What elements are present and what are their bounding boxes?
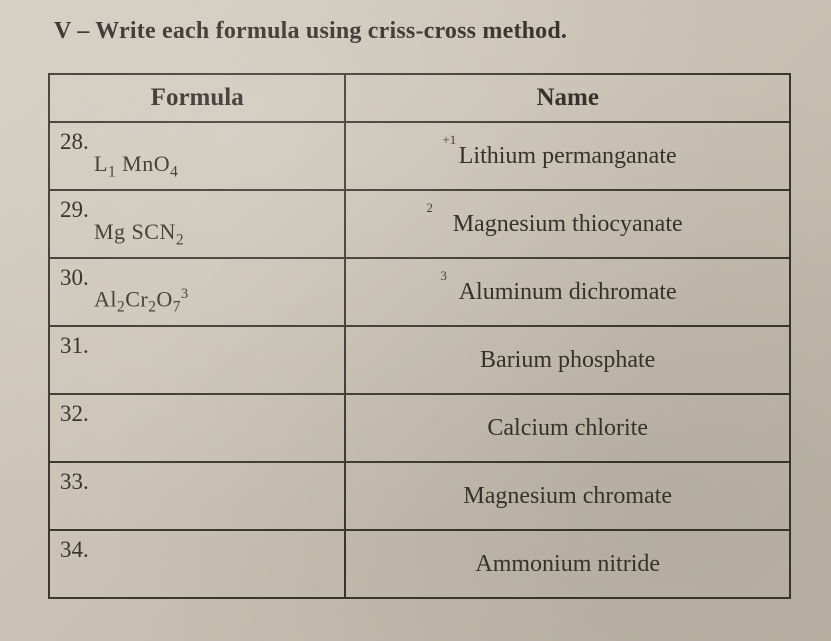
table-row: 32. Calcium chlorite bbox=[49, 394, 790, 462]
row-number: 31. bbox=[50, 327, 94, 359]
handwritten-formula: L1 MnO4 bbox=[94, 151, 178, 189]
table-header-row: Formula Name bbox=[49, 74, 790, 122]
footnote-marker: +1 bbox=[442, 132, 456, 148]
row-number: 29. bbox=[50, 191, 94, 223]
compound-name: Ammonium nitride bbox=[475, 551, 660, 578]
row-number: 33. bbox=[50, 463, 94, 495]
formula-cell: 34. bbox=[49, 530, 345, 598]
compound-name: Calcium chlorite bbox=[487, 415, 648, 442]
table-body: 28.L1 MnO4+1Lithium permanganate29.Mg SC… bbox=[49, 122, 790, 598]
row-number: 34. bbox=[50, 531, 94, 563]
table-row: 34. Ammonium nitride bbox=[49, 530, 790, 598]
table-row: 31. Barium phosphate bbox=[49, 326, 790, 394]
name-cell: Ammonium nitride bbox=[345, 530, 790, 598]
formula-cell: 32. bbox=[49, 394, 345, 462]
compound-name: Magnesium thiocyanate bbox=[453, 211, 683, 238]
name-cell: Magnesium chromate bbox=[345, 462, 790, 530]
formula-table: Formula Name 28.L1 MnO4+1Lithium permang… bbox=[48, 73, 791, 599]
section-heading: V – Write each formula using criss-cross… bbox=[54, 18, 791, 45]
table-row: 29.Mg SCN2 2 Magnesium thiocyanate bbox=[49, 190, 790, 258]
compound-name: Lithium permanganate bbox=[459, 143, 677, 170]
footnote-marker: 3 bbox=[440, 268, 447, 284]
name-cell: Barium phosphate bbox=[345, 326, 790, 394]
compound-name: Aluminum dichromate bbox=[459, 279, 677, 306]
formula-cell: 30.Al2Cr2O73 bbox=[49, 258, 345, 326]
row-number: 28. bbox=[50, 123, 94, 155]
compound-name: Magnesium chromate bbox=[463, 483, 672, 510]
footnote-marker: 2 bbox=[426, 200, 433, 216]
table-row: 33. Magnesium chromate bbox=[49, 462, 790, 530]
formula-cell: 28.L1 MnO4 bbox=[49, 122, 345, 190]
handwritten-formula: Al2Cr2O73 bbox=[94, 286, 189, 325]
row-number: 30. bbox=[50, 259, 94, 291]
compound-name: Barium phosphate bbox=[480, 347, 655, 374]
row-number: 32. bbox=[50, 395, 94, 427]
formula-cell: 31. bbox=[49, 326, 345, 394]
table-row: 28.L1 MnO4+1Lithium permanganate bbox=[49, 122, 790, 190]
header-name: Name bbox=[345, 74, 790, 122]
handwritten-formula: Mg SCN2 bbox=[94, 219, 184, 257]
name-cell: Calcium chlorite bbox=[345, 394, 790, 462]
formula-cell: 29.Mg SCN2 bbox=[49, 190, 345, 258]
name-cell: 2 Magnesium thiocyanate bbox=[345, 190, 790, 258]
name-cell: +1Lithium permanganate bbox=[345, 122, 790, 190]
header-formula: Formula bbox=[49, 74, 345, 122]
table-row: 30.Al2Cr2O73 3 Aluminum dichromate bbox=[49, 258, 790, 326]
name-cell: 3 Aluminum dichromate bbox=[345, 258, 790, 326]
formula-cell: 33. bbox=[49, 462, 345, 530]
